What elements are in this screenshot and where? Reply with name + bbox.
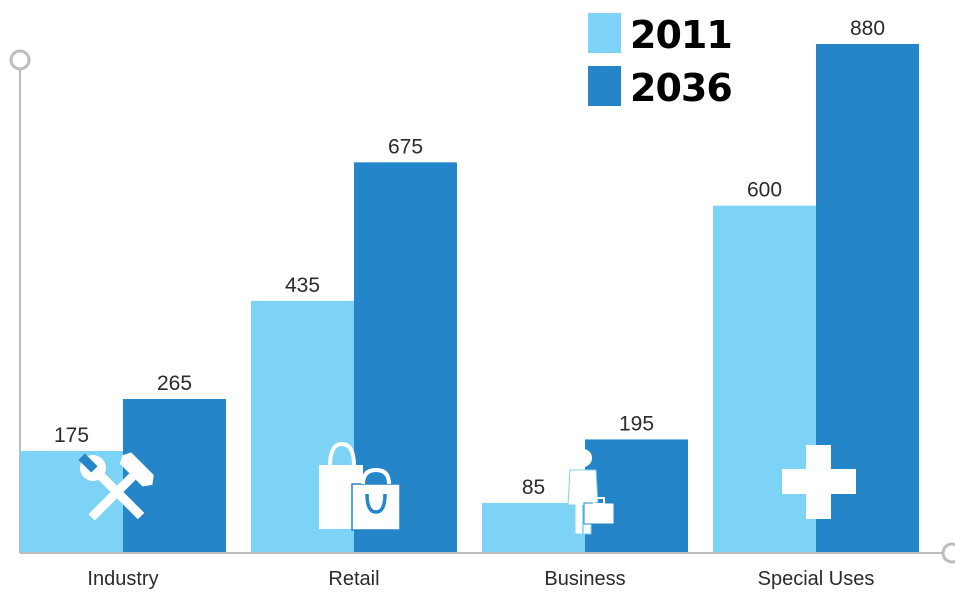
category-label-industry: Industry	[87, 568, 158, 590]
bar-special-uses-2036	[816, 44, 919, 552]
category-icons	[78, 441, 856, 535]
value-label-retail-2011: 435	[285, 274, 320, 297]
value-label-special-uses-2036: 880	[850, 17, 885, 40]
category-label-retail: Retail	[328, 568, 379, 590]
value-label-retail-2036: 675	[388, 135, 423, 158]
value-label-industry-2036: 265	[157, 372, 192, 395]
labels: 175 265 Industry 435 675 Retail 85 195 Business 6…	[54, 17, 885, 590]
value-label-industry-2011: 175	[54, 424, 89, 447]
category-label-special-uses: Special Uses	[758, 568, 875, 590]
y-axis-end-cap	[9, 49, 31, 71]
shopping-bags-icon	[319, 441, 401, 531]
legend-swatch-2011	[588, 13, 621, 53]
bar-special-uses-2011	[713, 205, 816, 553]
value-label-business-2011: 85	[522, 476, 545, 499]
legend-label-2011: 2011	[630, 13, 732, 57]
legend-swatch-2036	[588, 66, 621, 106]
legend: 2011 2036	[588, 13, 733, 110]
legend-label-2036: 2036	[630, 66, 732, 110]
bar-business-2036	[585, 439, 688, 552]
medical-cross-icon	[782, 445, 856, 519]
category-label-business: Business	[544, 568, 625, 590]
businessman-icon	[567, 449, 615, 535]
bar-business-2011	[482, 502, 585, 552]
value-label-special-uses-2011: 600	[747, 179, 782, 202]
x-axis-end-cap	[941, 542, 955, 564]
hammer-wrench-icon	[78, 452, 154, 521]
value-label-business-2036: 195	[619, 412, 654, 435]
